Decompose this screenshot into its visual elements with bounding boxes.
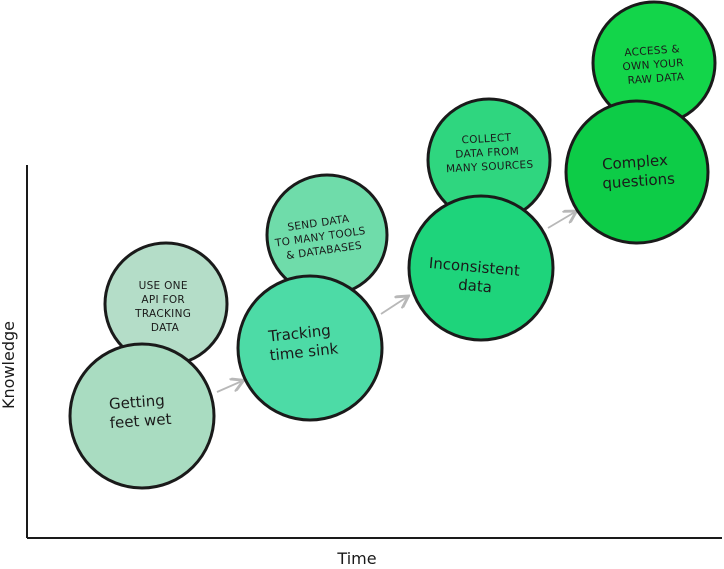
arrow-2-to-3 xyxy=(380,297,407,315)
stage-3: COLLECT DATA FROM MANY SOURCES Inconsist… xyxy=(407,97,555,342)
y-axis-label: Knowledge xyxy=(0,321,18,409)
stage-4-label: Complex questions xyxy=(600,151,675,193)
stage-3-main-circle xyxy=(407,194,555,342)
stage-1-detail-text: USE ONE API FOR TRACKING DATA xyxy=(134,280,195,334)
stage-2-label: Tracking time sink xyxy=(267,320,340,364)
arrow-3-to-4 xyxy=(547,212,575,229)
stage-3-detail-text: COLLECT DATA FROM MANY SOURCES xyxy=(444,131,533,176)
stage-1-label: Getting feet wet xyxy=(108,391,172,432)
stage-2-main-circle xyxy=(236,274,384,422)
stage-4: ACCESS & OWN YOUR RAW DATA Complex quest… xyxy=(564,0,717,245)
stage-2: SEND DATA TO MANY TOOLS & DATABASES Trac… xyxy=(236,173,389,422)
stage-4-detail-text: ACCESS & OWN YOUR RAW DATA xyxy=(621,43,689,87)
arrow-1-to-2 xyxy=(216,381,242,393)
stage-1: USE ONE API FOR TRACKING DATA Getting fe… xyxy=(68,241,229,490)
stage-1-main-circle xyxy=(68,342,216,490)
x-axis-label: Time xyxy=(336,549,376,568)
stage-4-main-circle xyxy=(564,99,710,245)
